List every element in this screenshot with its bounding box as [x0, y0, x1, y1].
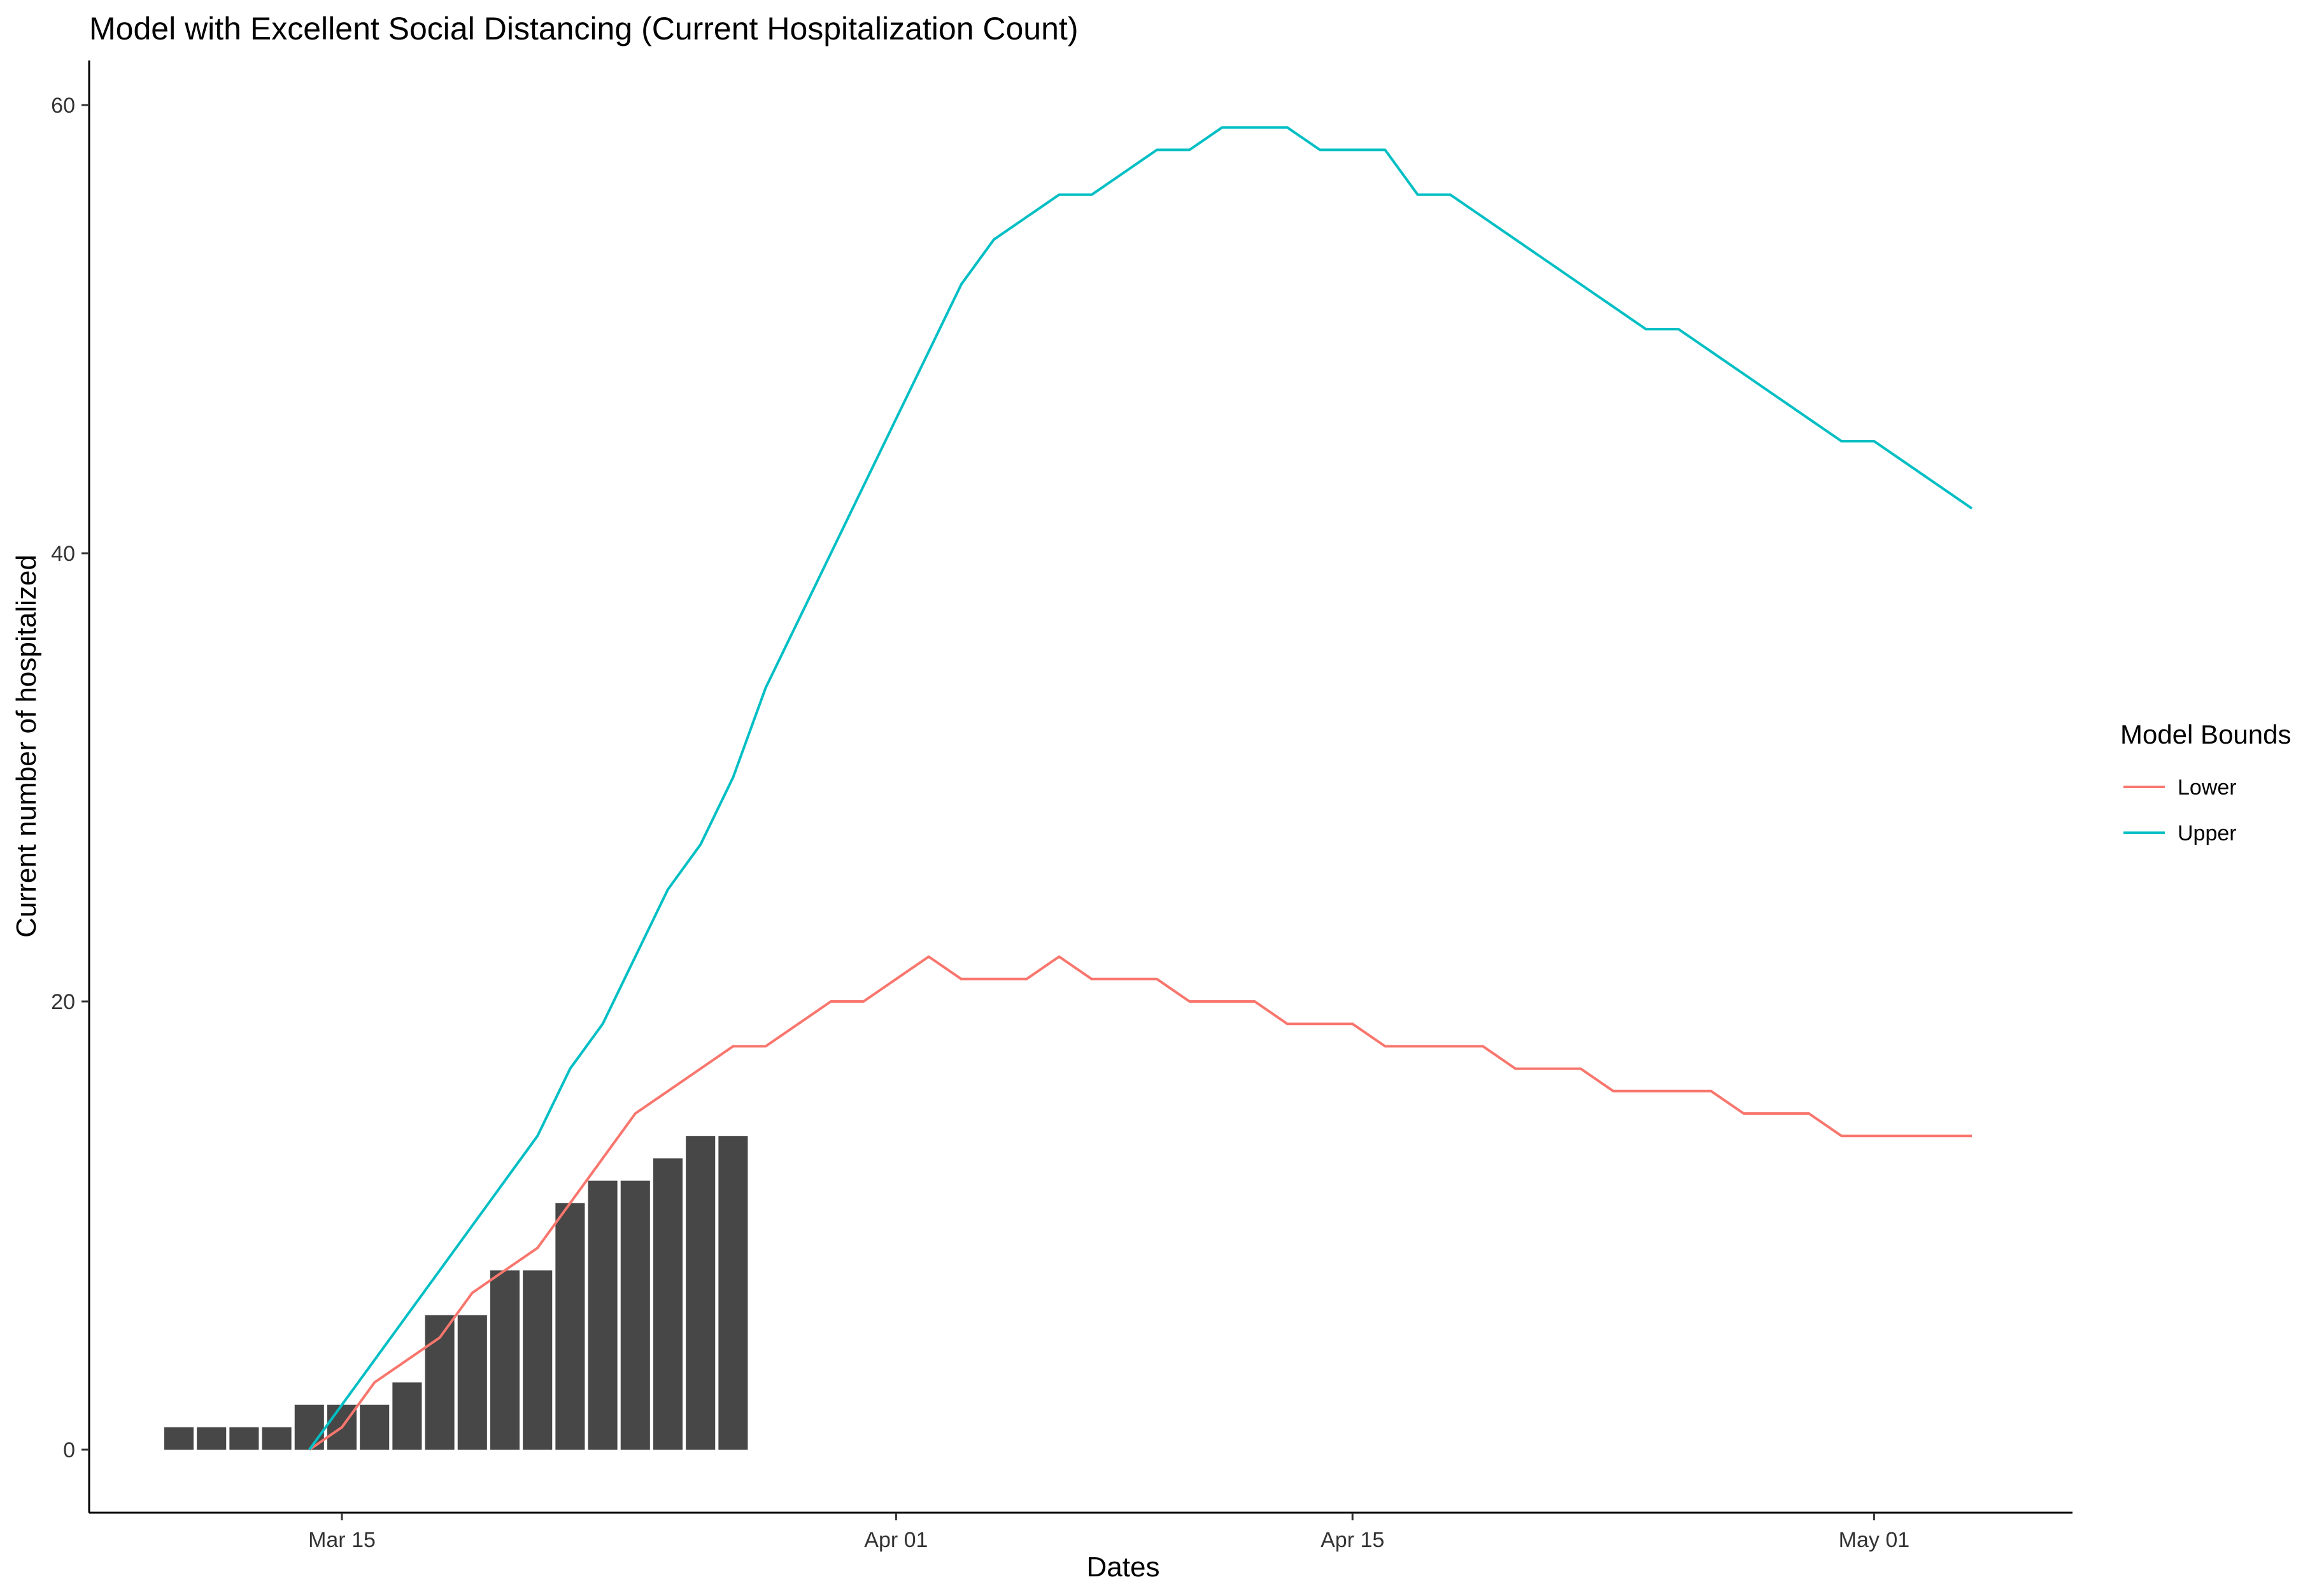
y-tick-label: 40 [51, 542, 75, 566]
y-tick-label: 0 [63, 1438, 75, 1462]
bar [262, 1427, 292, 1450]
bar [197, 1427, 227, 1450]
bar [360, 1404, 390, 1450]
bar [588, 1180, 618, 1450]
series-line-upper [308, 126, 1973, 1451]
bar [620, 1180, 650, 1450]
y-tick-label: 60 [51, 94, 75, 118]
bar [425, 1315, 455, 1450]
legend-items: Lower Upper [2123, 775, 2237, 845]
chart-title: Model with Excellent Social Distancing (… [89, 11, 1078, 46]
x-tick-label: May 01 [1839, 1528, 1910, 1552]
bar [164, 1427, 194, 1450]
bar [686, 1136, 716, 1450]
bar [718, 1136, 748, 1450]
bar [490, 1270, 520, 1450]
bar [523, 1270, 553, 1450]
bars-layer [164, 1136, 748, 1450]
y-axis-title: Current number of hospitalized [11, 555, 42, 938]
series-line-lower [308, 955, 1972, 1451]
legend-label-upper: Upper [2178, 821, 2237, 845]
bar [229, 1427, 259, 1450]
y-tick-label: 20 [51, 990, 75, 1014]
x-ticks: Mar 15 Apr 01 Apr 15 May 01 [308, 1513, 1910, 1552]
bar [457, 1315, 487, 1450]
lines-layer [308, 126, 1973, 1451]
x-axis-title: Dates [1087, 1552, 1160, 1583]
bar [653, 1158, 683, 1450]
x-tick-label: Apr 01 [864, 1528, 928, 1552]
axes [88, 60, 2072, 1514]
legend-label-lower: Lower [2178, 775, 2237, 800]
bar [392, 1382, 422, 1450]
legend: Model Bounds Lower Upper [2120, 719, 2292, 845]
x-tick-label: Apr 15 [1321, 1528, 1384, 1552]
x-tick-label: Mar 15 [308, 1528, 376, 1552]
y-ticks: 0 20 40 60 [51, 94, 89, 1462]
legend-title: Model Bounds [2120, 719, 2292, 749]
bar [555, 1203, 585, 1450]
